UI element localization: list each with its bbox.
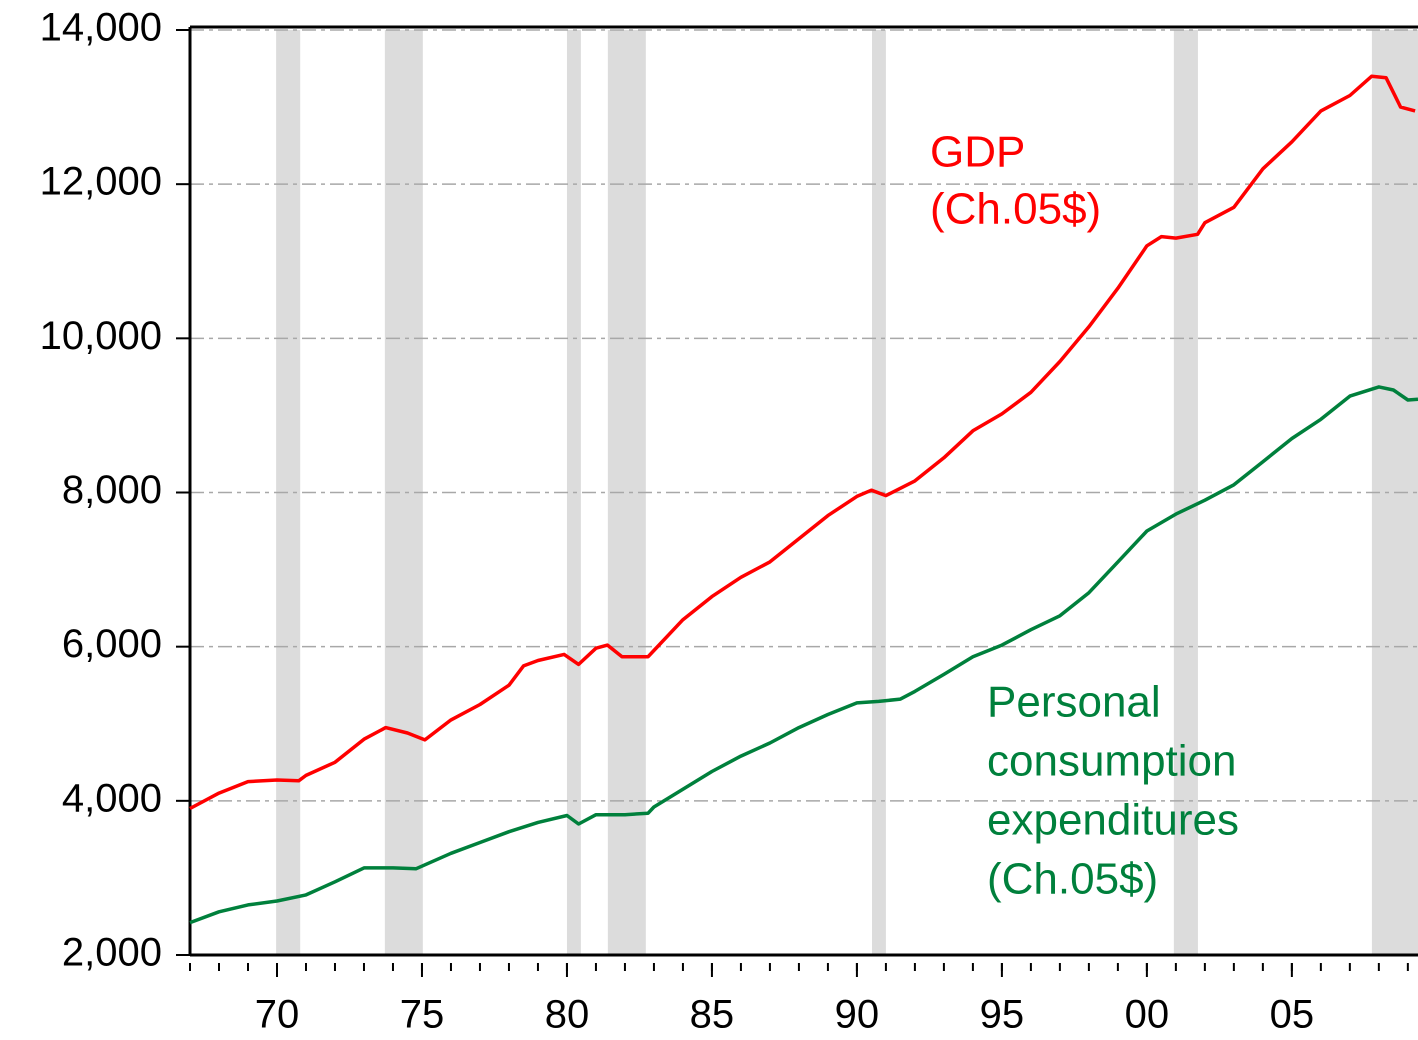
y-tick-label: 6,000 xyxy=(62,622,162,666)
x-tick-label: 90 xyxy=(835,993,880,1037)
series-annotation: (Ch.05$) xyxy=(987,855,1158,904)
y-tick-label: 12,000 xyxy=(40,160,162,204)
y-tick-label: 14,000 xyxy=(40,6,162,50)
y-tick-label: 4,000 xyxy=(62,776,162,820)
x-tick-label: 80 xyxy=(545,993,590,1037)
x-tick-label: 70 xyxy=(255,993,300,1037)
x-tick-label: 95 xyxy=(980,993,1025,1037)
series-annotation: (Ch.05$) xyxy=(930,185,1101,234)
x-tick-label: 05 xyxy=(1270,993,1315,1037)
series-annotation: expenditures xyxy=(987,796,1239,845)
series-line xyxy=(189,74,1416,811)
series-annotation: consumption xyxy=(987,737,1236,786)
y-tick-label: 10,000 xyxy=(40,314,162,358)
x-tick-label: 00 xyxy=(1125,993,1170,1037)
x-tick-label: 75 xyxy=(400,993,445,1037)
x-tick-label: 85 xyxy=(690,993,735,1037)
y-tick-label: 8,000 xyxy=(62,468,162,512)
series-line xyxy=(189,385,1418,925)
series-annotation: Personal xyxy=(987,678,1161,727)
y-tick-label: 2,000 xyxy=(62,931,162,975)
series-annotation: GDP xyxy=(930,128,1025,177)
